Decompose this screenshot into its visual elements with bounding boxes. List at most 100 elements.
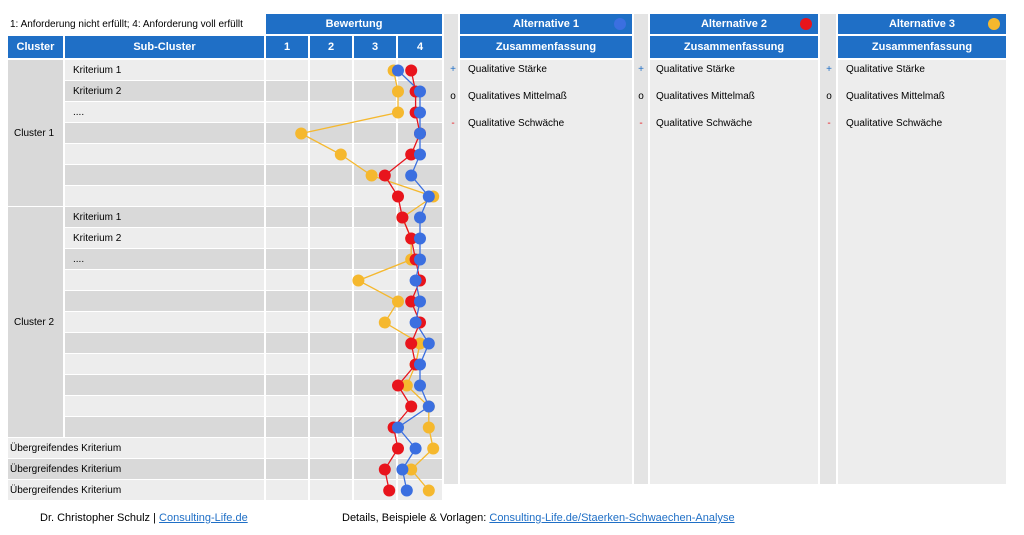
summary-item: Qualitatives Mittelmaß xyxy=(846,91,945,102)
data-point-alternative-1 xyxy=(414,106,426,119)
summary-mark: - xyxy=(639,118,643,129)
data-point-alternative-1 xyxy=(409,442,422,455)
data-point-alternative-2 xyxy=(392,190,404,203)
footer-author-link[interactable]: Consulting-Life.de xyxy=(159,512,248,524)
data-point-alternative-2 xyxy=(378,463,391,476)
rating-cell xyxy=(266,333,308,353)
rating-cell xyxy=(354,207,396,227)
data-point-alternative-1 xyxy=(414,211,426,224)
data-point-alternative-1 xyxy=(396,463,409,476)
rating-cell xyxy=(310,165,352,185)
summary-item: Qualitative Schwäche xyxy=(846,118,943,129)
rating-cell xyxy=(266,60,308,80)
data-point-alternative-3 xyxy=(392,106,404,119)
data-point-alternative-1 xyxy=(400,484,413,497)
cluster-label: Cluster 1 xyxy=(8,60,63,206)
data-point-alternative-2 xyxy=(392,379,404,392)
alternative-1-header: Alternative 1 xyxy=(460,14,632,34)
rating-cell xyxy=(354,417,396,437)
criterion-label xyxy=(65,123,264,143)
data-point-alternative-2 xyxy=(405,232,418,245)
spacer-column-1 xyxy=(444,14,458,484)
data-point-alternative-3 xyxy=(352,274,365,287)
criterion-label xyxy=(65,165,264,185)
rating-legend: 1: Anforderung nicht erfüllt; 4: Anforde… xyxy=(10,18,243,30)
data-point-alternative-2 xyxy=(405,400,418,413)
alternative-3-summary-header: Zusammenfassung xyxy=(838,36,1006,58)
data-point-alternative-1 xyxy=(422,400,435,413)
data-point-alternative-1 xyxy=(414,295,426,308)
rating-cell xyxy=(266,438,308,458)
alternative-1-summary-panel xyxy=(460,60,632,484)
alternative-2-summary-header: Zusammenfassung xyxy=(650,36,818,58)
rating-cell xyxy=(266,312,308,332)
rating-cell xyxy=(266,186,308,206)
criterion-label: Kriterium 2 xyxy=(65,81,264,101)
criterion-label xyxy=(65,396,264,416)
data-point-alternative-3 xyxy=(422,421,435,434)
data-point-alternative-3 xyxy=(365,169,378,182)
rating-cell xyxy=(354,186,396,206)
spacer-column-2 xyxy=(634,14,648,484)
rating-cell xyxy=(266,165,308,185)
rating-cell xyxy=(266,417,308,437)
rating-cell xyxy=(354,291,396,311)
rating-cell xyxy=(354,438,396,458)
data-point-alternative-1 xyxy=(422,337,435,350)
rating-cell xyxy=(354,102,396,122)
data-point-alternative-2 xyxy=(396,211,409,224)
alternative-3-title: Alternative 3 xyxy=(888,18,956,30)
summary-item: Qualitatives Mittelmaß xyxy=(468,91,567,102)
rating-cell xyxy=(310,312,352,332)
rating-cell xyxy=(266,270,308,290)
data-point-alternative-1 xyxy=(392,64,404,77)
data-point-alternative-3 xyxy=(427,442,440,455)
rating-cell xyxy=(266,459,308,479)
rating-cell xyxy=(266,144,308,164)
alternative-1-title: Alternative 1 xyxy=(512,18,580,30)
footer-details-link[interactable]: Consulting-Life.de/Staerken-Schwaechen-A… xyxy=(489,512,735,524)
criterion-label xyxy=(65,144,264,164)
rating-cell xyxy=(266,480,308,500)
criterion-label: Kriterium 1 xyxy=(65,207,264,227)
alternative-2-title: Alternative 2 xyxy=(700,18,768,30)
overarching-criterion-label: Übergreifendes Kriterium xyxy=(8,480,264,500)
summary-item: Qualitative Stärke xyxy=(468,64,547,75)
rating-cell xyxy=(310,480,352,500)
rating-cell xyxy=(354,396,396,416)
alternative-3-header: Alternative 3 xyxy=(838,14,1006,34)
criterion-label xyxy=(65,291,264,311)
data-point-alternative-1 xyxy=(414,253,426,266)
footer-author: Dr. Christopher Schulz | Consulting-Life… xyxy=(40,512,248,524)
scale-header-3: 3 xyxy=(354,36,396,58)
rating-cell xyxy=(310,354,352,374)
criterion-label xyxy=(65,270,264,290)
data-point-alternative-3 xyxy=(392,295,404,308)
data-point-alternative-1 xyxy=(405,169,418,182)
criterion-label xyxy=(65,333,264,353)
rating-cell xyxy=(266,396,308,416)
rating-cell xyxy=(310,438,352,458)
data-point-alternative-3 xyxy=(378,316,391,329)
alternative-2-summary-panel xyxy=(650,60,818,484)
alternative-1-summary-header: Zusammenfassung xyxy=(460,36,632,58)
summary-item: Qualitative Schwäche xyxy=(656,118,753,129)
rating-cell xyxy=(310,186,352,206)
rating-cell xyxy=(310,123,352,143)
rating-cell xyxy=(266,249,308,269)
rating-cell xyxy=(354,249,396,269)
data-point-alternative-3 xyxy=(295,127,308,140)
overarching-criterion-label: Übergreifendes Kriterium xyxy=(8,459,264,479)
rating-cell xyxy=(266,375,308,395)
alternative-2-color-dot xyxy=(800,18,812,30)
footer-details: Details, Beispiele & Vorlagen: Consultin… xyxy=(342,512,735,524)
summary-item: Qualitative Schwäche xyxy=(468,118,565,129)
data-point-alternative-2 xyxy=(392,442,404,455)
rating-cell xyxy=(310,81,352,101)
summary-mark: o xyxy=(638,91,644,102)
criterion-label xyxy=(65,375,264,395)
data-point-alternative-1 xyxy=(414,232,426,245)
rating-cell xyxy=(310,102,352,122)
criterion-label xyxy=(65,186,264,206)
data-point-alternative-3 xyxy=(422,484,435,497)
